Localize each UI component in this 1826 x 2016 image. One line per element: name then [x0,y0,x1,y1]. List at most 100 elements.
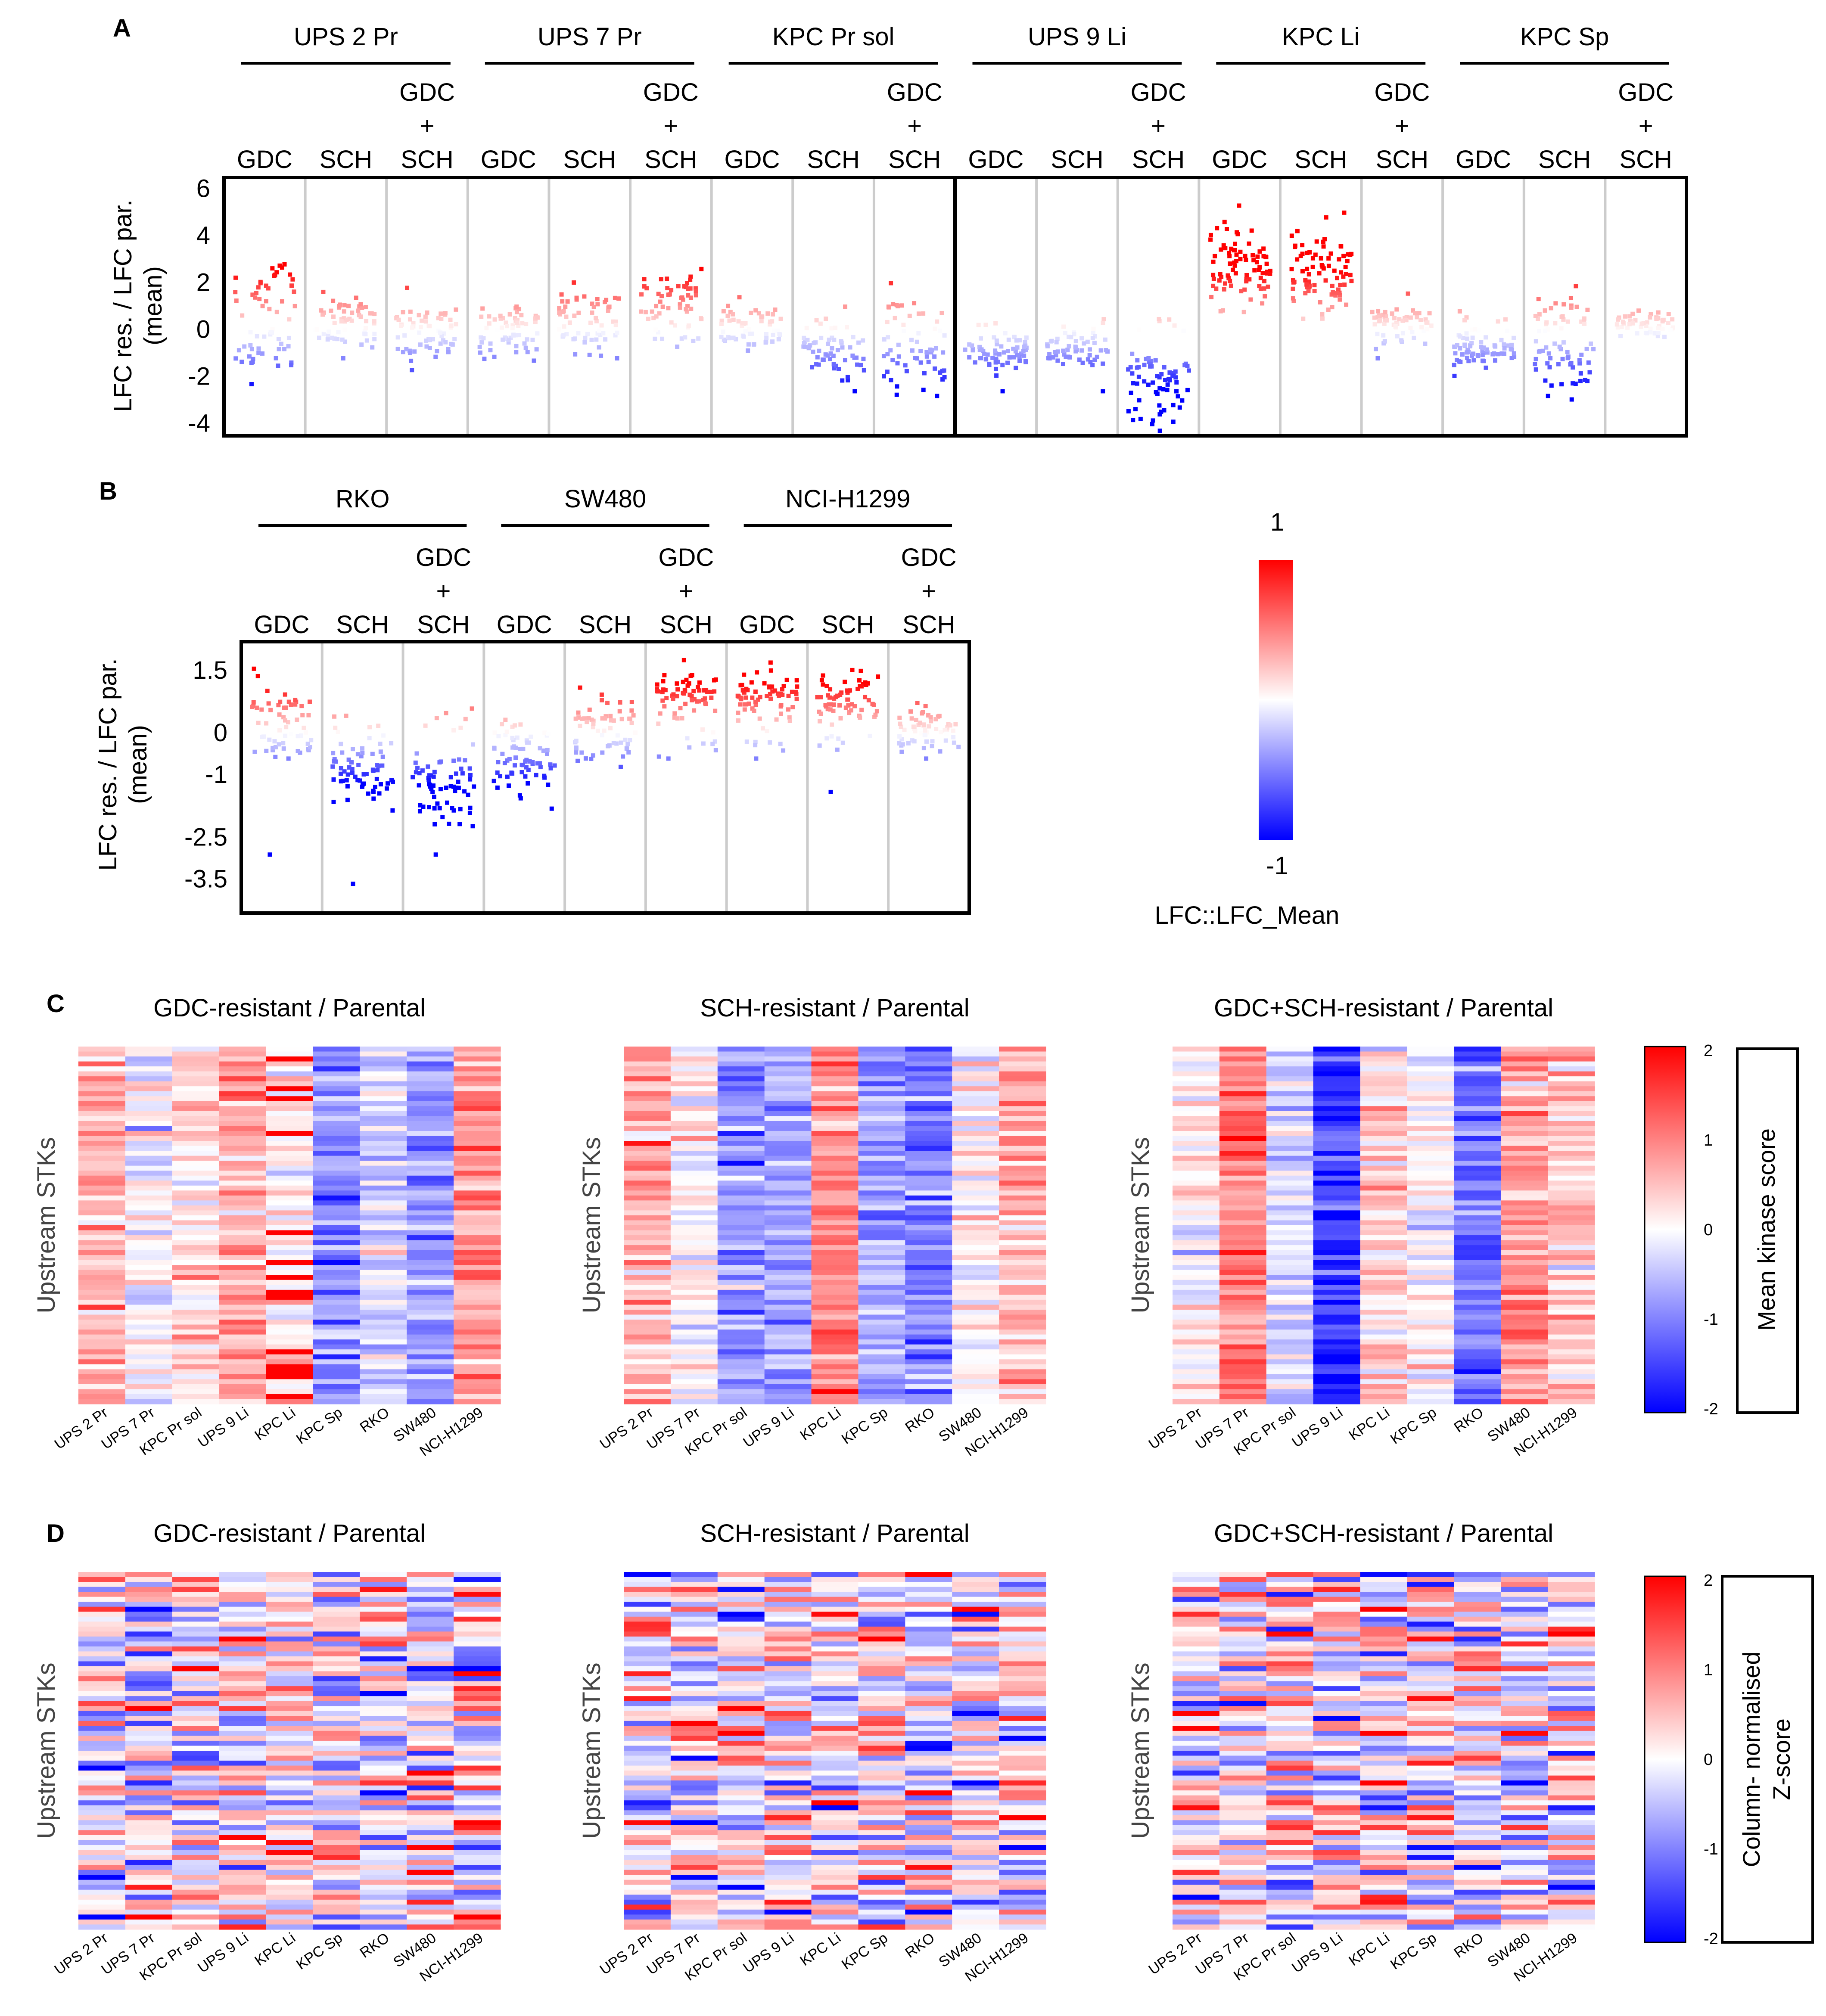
heatmap-cell [1548,1175,1595,1181]
heatmap-cell [360,1761,407,1766]
heatmap-cell [999,1235,1046,1241]
heatmap-cell [999,1101,1046,1106]
data-point [816,362,821,367]
heatmap-cell [313,1641,360,1647]
data-point [987,363,992,367]
heatmap-cell [811,1889,859,1895]
heatmap-cell [670,1309,718,1315]
column-label-ups-2-pr: UPS 2 Pr [51,1929,111,1978]
heatmap-cell [78,1344,126,1350]
data-point [1404,318,1409,323]
data-point [523,774,528,779]
heatmap-cell [717,1825,765,1831]
heatmap-cell [360,1091,407,1097]
heatmap-cell [266,1309,314,1315]
data-point [604,298,609,302]
data-point [1660,318,1665,323]
heatmap-cell [266,1394,314,1400]
heatmap-cell [454,1280,501,1285]
data-point [378,749,383,754]
treatment-label-sch: SCH [563,146,616,174]
heatmap-cell [764,1175,812,1181]
heatmap-cell [1501,1190,1548,1196]
data-point [738,683,743,688]
heatmap-cell [1266,1190,1314,1196]
heatmap-cell [670,1180,718,1186]
data-point [682,284,687,289]
heatmap-cell [624,1641,671,1647]
heatmap-cell [858,1721,905,1726]
data-point [684,677,689,682]
heatmap-cell [78,1334,126,1340]
data-point [862,368,866,373]
heatmap-cell [811,1255,859,1261]
heatmap-cell [1360,1051,1408,1057]
heatmap-cell [1173,1349,1220,1355]
heatmap-cell [764,1761,812,1766]
heatmap-cell [78,1220,126,1226]
group-label-ups-9-li: UPS 9 Li [1028,23,1126,51]
data-point [765,694,769,699]
heatmap-cell [1219,1339,1267,1345]
data-point [1007,355,1012,360]
data-point [495,785,500,790]
heatmap-cell [670,1141,718,1146]
data-point [1021,349,1026,354]
heatmap-cell [858,1131,905,1137]
heatmap-cell [266,1914,314,1920]
heatmap-cell [1313,1394,1361,1400]
data-point [372,319,376,324]
data-point [1220,308,1225,313]
data-point [1289,267,1294,271]
heatmap-cell [313,1765,360,1771]
heatmap-cell [811,1394,859,1400]
heatmap-cell [266,1701,314,1706]
treatment-label-combo: + [663,112,678,140]
heatmap-cell [125,1805,173,1811]
heatmap-cell [811,1151,859,1156]
data-point [1545,361,1550,366]
heatmap-cell [717,1096,765,1102]
heatmap-cell [407,1389,454,1395]
data-point [746,342,751,347]
heatmap-cell [78,1895,126,1900]
data-point [781,683,786,688]
heatmap-cell [1360,1289,1408,1295]
heatmap-cell [670,1096,718,1102]
heatmap-cell [125,1820,173,1826]
data-point [356,308,361,313]
data-point [590,310,594,315]
heatmap-cell [360,1820,407,1826]
heatmap-cell [858,1215,905,1221]
heatmap-cell [219,1394,267,1400]
heatmap-cell [1313,1225,1361,1231]
heatmap-cell [313,1156,360,1161]
data-point [910,348,915,353]
data-point [1492,343,1497,348]
heatmap-cell [717,1285,765,1290]
heatmap-cell [313,1230,360,1236]
heatmap-cell [125,1210,173,1216]
heatmap-cell [125,1577,173,1582]
data-point [908,709,913,714]
heatmap-cell [454,1865,501,1870]
heatmap-cell [313,1200,360,1206]
heatmap-cell [858,1924,905,1930]
heatmap-cell [952,1061,999,1067]
data-point [522,341,527,346]
heatmap-cell [811,1646,859,1652]
heatmap-cell [1173,1220,1220,1226]
heatmap-cell [454,1845,501,1851]
data-point [521,746,526,751]
heatmap-cell [78,1904,126,1910]
heatmap-cell [952,1334,999,1340]
heatmap-cell [313,1616,360,1622]
heatmap-cell [811,1706,859,1712]
data-point [372,332,377,336]
heatmap-cell [1313,1270,1361,1275]
data-point [753,739,758,744]
data-point [1318,300,1322,304]
data-point [597,345,601,350]
data-point [1211,283,1216,288]
row-axis-label: Upstream STKs [578,1137,606,1313]
